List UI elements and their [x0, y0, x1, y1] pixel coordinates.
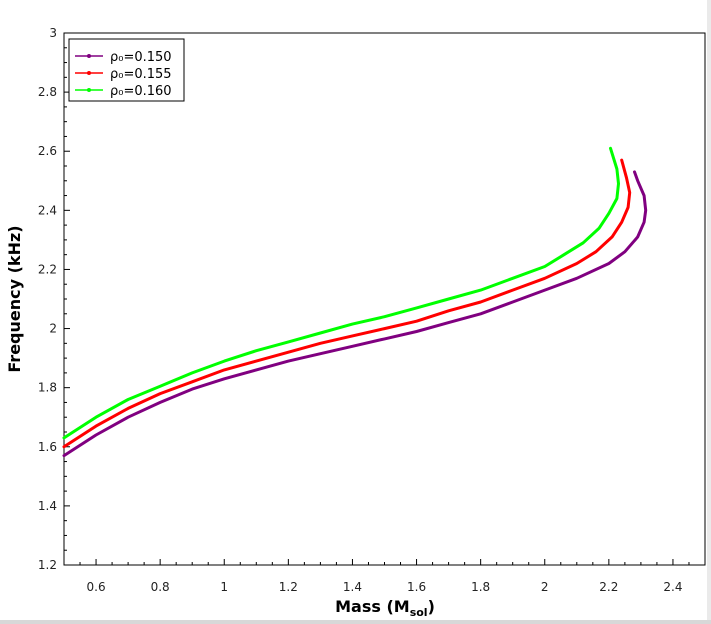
- legend-label-2: ρ₀=0.160: [110, 84, 172, 99]
- x-tick-label: 2.2: [599, 580, 618, 594]
- legend-marker-0: [87, 54, 91, 58]
- series-line-0: [62, 170, 648, 458]
- legend-marker-1: [87, 71, 91, 75]
- x-tick-label: 0.8: [151, 580, 170, 594]
- x-tick-label: 1.2: [279, 580, 298, 594]
- plot-area: [63, 32, 706, 566]
- series-line-1: [62, 158, 632, 449]
- y-tick-label: 2: [49, 322, 57, 336]
- y-tick-label: 1.4: [38, 499, 57, 513]
- y-tick-label: 2.2: [38, 262, 57, 276]
- window-bottom-edge: [0, 620, 711, 624]
- legend: ρ₀=0.150 ρ₀=0.155 ρ₀=0.160: [68, 38, 185, 102]
- x-tick-label: 2.4: [663, 580, 682, 594]
- y-tick-label: 1.8: [38, 381, 57, 395]
- y-axis-ticks: 1.2 1.4 1.6 1.8 2 2.2 2.4 2.6 2.8 3: [38, 26, 70, 572]
- x-tick-label: 0.6: [87, 580, 106, 594]
- x-tick-label: 2: [541, 580, 549, 594]
- window-right-edge: [707, 0, 711, 620]
- y-tick-label: 1.2: [38, 558, 57, 572]
- series-layer: [62, 146, 648, 458]
- y-tick-label: 3: [49, 26, 57, 40]
- x-axis-title: Mass (Msol): [335, 597, 435, 619]
- legend-label-1: ρ₀=0.155: [110, 67, 172, 82]
- legend-marker-2: [87, 88, 91, 92]
- legend-label-0: ρ₀=0.150: [110, 50, 172, 65]
- y-tick-label: 2.4: [38, 203, 57, 217]
- y-axis-title: Frequency (kHz): [5, 225, 24, 372]
- y-tick-label: 1.6: [38, 440, 57, 454]
- y-tick-label: 2.8: [38, 85, 57, 99]
- x-tick-label: 1.8: [471, 580, 490, 594]
- x-axis-ticks: 0.6 0.8 1 1.2 1.4 1.6 1.8 2 2.2 2.4: [63, 559, 706, 594]
- x-tick-label: 1: [220, 580, 228, 594]
- x-tick-label: 1.4: [343, 580, 362, 594]
- x-tick-label: 1.6: [407, 580, 426, 594]
- series-line-2: [62, 146, 620, 440]
- y-tick-label: 2.6: [38, 144, 57, 158]
